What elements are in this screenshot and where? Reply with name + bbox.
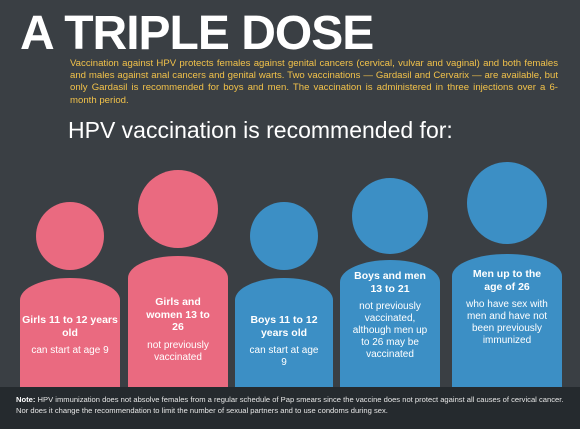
group-detail: not previously vaccinated — [147, 339, 209, 363]
footnote-text: HPV immunization does not absolve female… — [16, 395, 564, 415]
footnote: Note: HPV immunization does not absolve … — [0, 387, 580, 429]
group-label: Boys and men 13 to 21 — [354, 270, 426, 295]
figure-head — [36, 202, 104, 270]
group-detail: who have sex with men and have not been … — [466, 299, 548, 346]
group-detail: can start at age 9 — [249, 345, 319, 368]
footnote-label: Note: — [16, 395, 36, 404]
figure-men-up-to-26: Men up to the age of 26 who have sex wit… — [452, 162, 562, 387]
figure-body — [235, 278, 333, 387]
intro-text: Vaccination against HPV protects females… — [70, 58, 558, 106]
group-detail: can start at age 9 — [31, 345, 109, 356]
figure-body — [340, 260, 440, 387]
subheading: HPV vaccination is recommended for: — [68, 117, 453, 143]
group-label: Men up to the age of 26 — [472, 268, 542, 293]
figure-head — [352, 178, 428, 254]
figure-boys-11-12: Boys 11 to 12 years old can start at age… — [235, 202, 333, 387]
group-detail: not previously vaccinated, although men … — [352, 301, 428, 360]
figure-head — [467, 162, 547, 244]
figure-head — [250, 202, 318, 270]
figure-girls-11-12: Girls 11 to 12 years old can start at ag… — [20, 202, 120, 387]
figure-body — [128, 256, 228, 387]
group-label: Boys 11 to 12 years old — [250, 314, 318, 339]
group-label: Girls 11 to 12 years old — [22, 314, 118, 339]
figure-boys-men-13-21: Boys and men 13 to 21 not previously vac… — [340, 178, 440, 387]
figure-body — [20, 278, 120, 387]
figure-body — [452, 254, 562, 387]
figure-head — [138, 170, 218, 248]
group-label: Girls and women 13 to 26 — [146, 296, 210, 333]
figure-girls-women-13-26: Girls and women 13 to 26 not previously … — [128, 170, 228, 387]
page-title: A TRIPLE DOSE — [20, 7, 374, 60]
